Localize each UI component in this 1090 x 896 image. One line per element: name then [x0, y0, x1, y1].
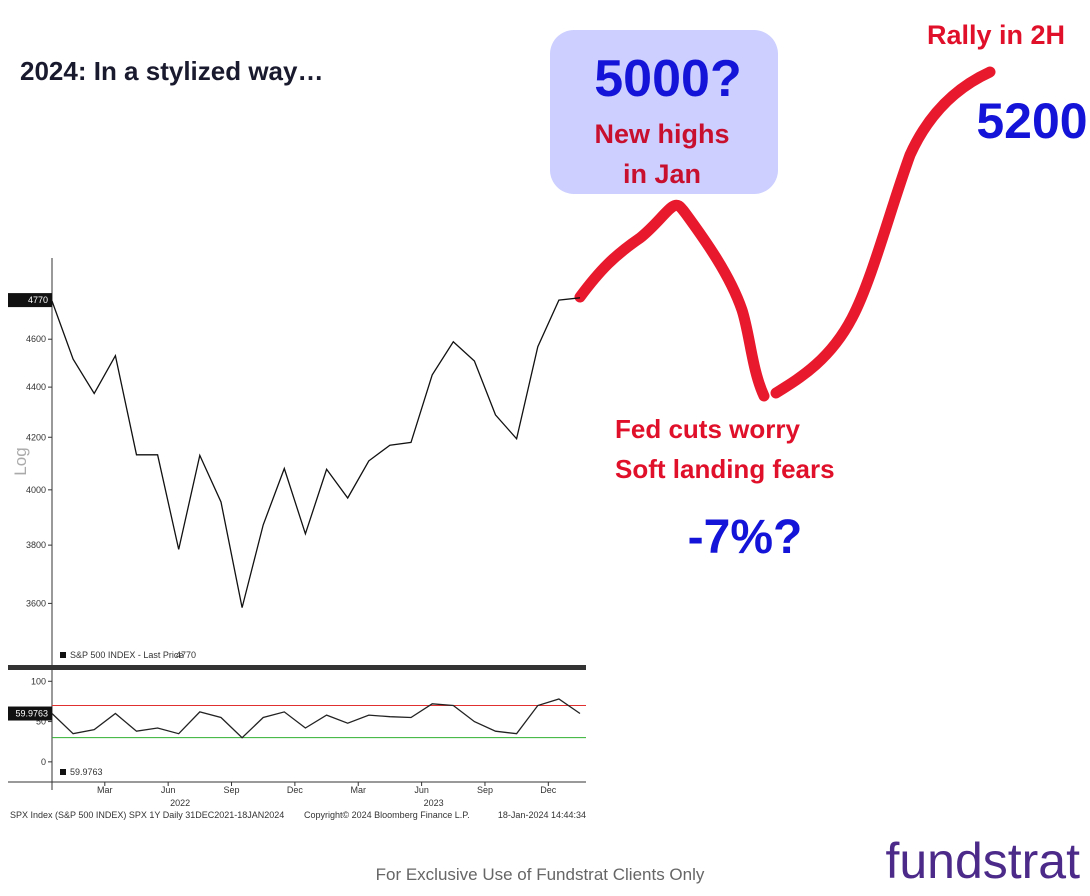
- x-tick-label: Jun: [161, 785, 176, 795]
- annotation: Fed cuts worry: [615, 414, 800, 444]
- panel-divider: [8, 665, 586, 670]
- x-tick-label: Dec: [540, 785, 557, 795]
- y-tick-label: 3600: [26, 598, 46, 608]
- x-tick-label: Sep: [477, 785, 493, 795]
- y-tick-label: 4400: [26, 382, 46, 392]
- callout-box: [550, 30, 778, 194]
- scenario-path: [770, 66, 996, 399]
- y-tick-label: 4200: [26, 432, 46, 442]
- legend-label: 59.9763: [70, 767, 103, 777]
- y-tick-label: 100: [31, 676, 46, 686]
- x-tick-label: Mar: [350, 785, 366, 795]
- logo: fundstrat: [885, 833, 1080, 889]
- chart-timestamp: 18-Jan-2024 14:44:34: [498, 810, 586, 820]
- callout-value: 5000?: [594, 50, 741, 108]
- x-tick-label: Jun: [414, 785, 429, 795]
- series-line: [51, 698, 581, 739]
- annotation-value: -7%?: [688, 511, 803, 564]
- last-value-tag: [8, 706, 52, 721]
- last-value-label: 59.9763: [15, 709, 48, 719]
- chart-source: SPX Index (S&P 500 INDEX) SPX 1Y Daily 3…: [10, 810, 284, 820]
- callout-text: New highs: [594, 119, 729, 149]
- x-group-label: 2022: [170, 798, 190, 808]
- callout-text: in Jan: [623, 159, 701, 189]
- y-axis-label: Log: [11, 447, 30, 475]
- x-tick-label: Mar: [97, 785, 113, 795]
- disclaimer: For Exclusive Use of Fundstrat Clients O…: [376, 865, 705, 884]
- legend-swatch: [60, 769, 66, 775]
- y-tick-label: 3800: [26, 540, 46, 550]
- x-group-label: 2023: [424, 798, 444, 808]
- annotation: Rally in 2H: [927, 20, 1065, 50]
- legend-label: S&P 500 INDEX - Last Price: [70, 650, 183, 660]
- x-tick-label: Dec: [287, 785, 304, 795]
- y-tick-label: 0: [41, 757, 46, 767]
- scenario-path: [574, 199, 770, 402]
- series-line: [51, 297, 581, 608]
- chart-copyright: Copyright© 2024 Bloomberg Finance L.P.: [304, 810, 470, 820]
- x-tick-label: Sep: [224, 785, 240, 795]
- y-tick-label: 50: [36, 717, 46, 727]
- annotation: Soft landing fears: [615, 454, 835, 484]
- slide-title: 2024: In a stylized way…: [20, 56, 323, 86]
- annotation-value: 5200: [976, 93, 1087, 149]
- legend-swatch: [60, 652, 66, 658]
- y-tick-label: 4600: [26, 334, 46, 344]
- last-value-label: 4770: [28, 295, 48, 305]
- legend-value: 4770: [176, 650, 196, 660]
- last-value-tag: [8, 293, 52, 308]
- y-tick-label: 4000: [26, 485, 46, 495]
